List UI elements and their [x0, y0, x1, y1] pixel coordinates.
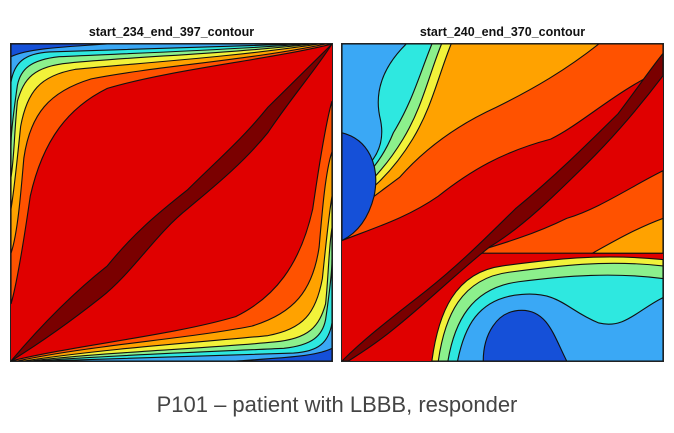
figure-caption: P101 – patient with LBBB, responder: [156, 392, 518, 417]
dark-red-diagonal: [342, 52, 663, 361]
right-plot-title: start_240_end_370_contour: [419, 25, 586, 39]
left-blue-blob: [342, 132, 377, 242]
lower-right-bands: [11, 100, 332, 361]
band-cyan: [11, 44, 307, 146]
right-contour-plot: [341, 43, 664, 362]
dark-red-diagonal: [11, 44, 332, 361]
upper-left-bands: [11, 44, 332, 305]
band-blue: [11, 44, 108, 58]
left-plot-title: start_234_end_397_contour: [88, 25, 255, 39]
bottom-blue-blob: [482, 309, 568, 361]
left-contour-plot: [10, 43, 333, 362]
